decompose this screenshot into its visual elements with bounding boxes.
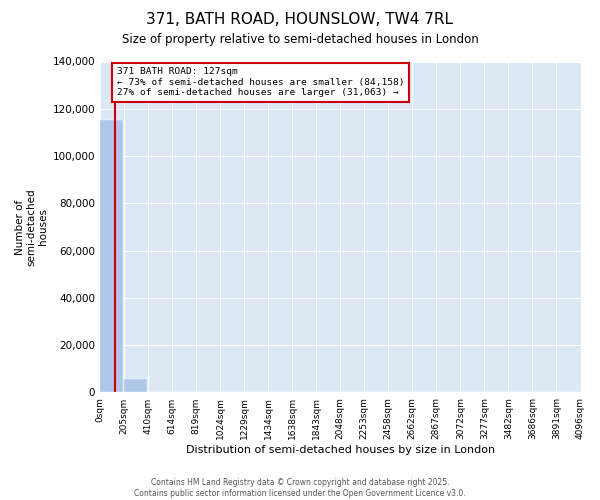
Text: 371, BATH ROAD, HOUNSLOW, TW4 7RL: 371, BATH ROAD, HOUNSLOW, TW4 7RL bbox=[146, 12, 454, 28]
Bar bbox=[124, 380, 147, 392]
X-axis label: Distribution of semi-detached houses by size in London: Distribution of semi-detached houses by … bbox=[185, 445, 495, 455]
Text: Contains HM Land Registry data © Crown copyright and database right 2025.
Contai: Contains HM Land Registry data © Crown c… bbox=[134, 478, 466, 498]
Bar bbox=[100, 120, 123, 392]
Y-axis label: Number of
semi-detached
houses: Number of semi-detached houses bbox=[15, 188, 48, 266]
Text: Size of property relative to semi-detached houses in London: Size of property relative to semi-detach… bbox=[122, 32, 478, 46]
Text: 371 BATH ROAD: 127sqm
← 73% of semi-detached houses are smaller (84,158)
27% of : 371 BATH ROAD: 127sqm ← 73% of semi-deta… bbox=[116, 68, 404, 97]
